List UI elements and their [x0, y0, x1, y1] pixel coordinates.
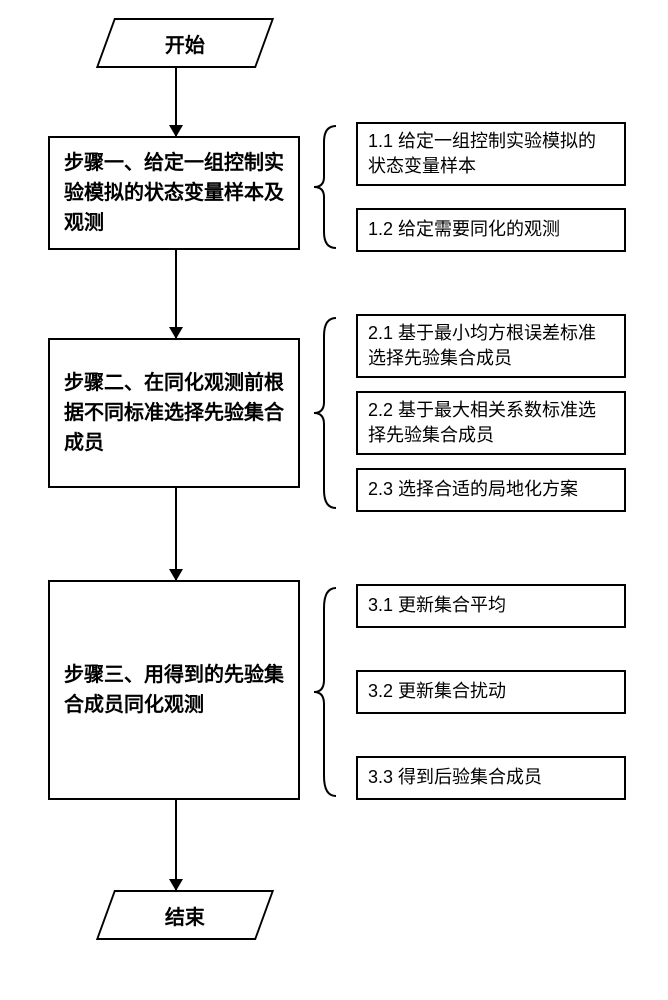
sub21-label: 2.1 基于最小均方根误差标准选择先验集合成员	[368, 321, 614, 371]
sub11-box: 1.1 给定一组控制实验模拟的状态变量样本	[356, 122, 626, 186]
start-label: 开始	[165, 29, 205, 58]
brace-step1	[306, 122, 350, 252]
step1-box: 步骤一、给定一组控制实验模拟的状态变量样本及观测	[48, 136, 300, 250]
sub12-box: 1.2 给定需要同化的观测	[356, 208, 626, 252]
arrow-step3-end	[175, 800, 177, 890]
sub22-box: 2.2 基于最大相关系数标准选择先验集合成员	[356, 391, 626, 455]
sub31-box: 3.1 更新集合平均	[356, 584, 626, 628]
end-label: 结束	[165, 901, 205, 930]
sub32-label: 3.2 更新集合扰动	[368, 679, 506, 704]
sub33-box: 3.3 得到后验集合成员	[356, 756, 626, 800]
arrow-step1-step2	[175, 250, 177, 338]
step1-label: 步骤一、给定一组控制实验模拟的状态变量样本及观测	[64, 148, 284, 238]
sub31-label: 3.1 更新集合平均	[368, 593, 506, 618]
start-node: 开始	[96, 18, 274, 68]
brace-step2	[306, 314, 350, 512]
step3-label: 步骤三、用得到的先验集合成员同化观测	[64, 660, 284, 720]
sub21-box: 2.1 基于最小均方根误差标准选择先验集合成员	[356, 314, 626, 378]
sub11-label: 1.1 给定一组控制实验模拟的状态变量样本	[368, 129, 614, 179]
step3-box: 步骤三、用得到的先验集合成员同化观测	[48, 580, 300, 800]
brace-step3	[306, 584, 350, 800]
sub12-label: 1.2 给定需要同化的观测	[368, 217, 560, 242]
step2-label: 步骤二、在同化观测前根据不同标准选择先验集合成员	[64, 368, 284, 458]
arrow-start-step1	[175, 68, 177, 136]
arrow-step2-step3	[175, 488, 177, 580]
sub22-label: 2.2 基于最大相关系数标准选择先验集合成员	[368, 398, 614, 448]
sub23-label: 2.3 选择合适的局地化方案	[368, 477, 578, 502]
end-node: 结束	[96, 890, 274, 940]
sub33-label: 3.3 得到后验集合成员	[368, 765, 542, 790]
step2-box: 步骤二、在同化观测前根据不同标准选择先验集合成员	[48, 338, 300, 488]
sub23-box: 2.3 选择合适的局地化方案	[356, 468, 626, 512]
sub32-box: 3.2 更新集合扰动	[356, 670, 626, 714]
